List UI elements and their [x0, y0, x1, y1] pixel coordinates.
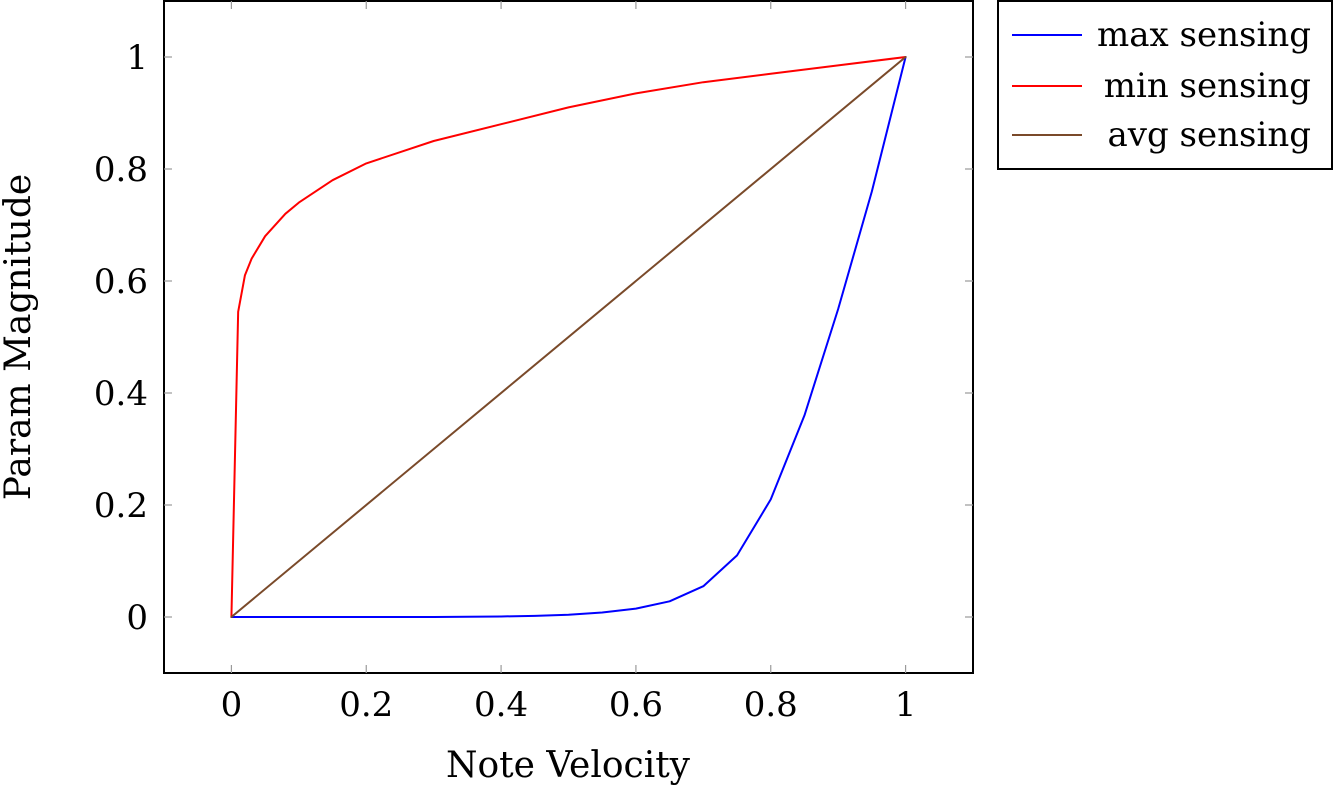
y-tick-label: 0.6	[94, 262, 148, 302]
series-line-max-sensing	[230, 56, 907, 618]
legend-label-max-sensing: max sensing	[1097, 15, 1311, 55]
series-line-min-sensing	[230, 56, 907, 618]
legend-label-avg-sensing: avg sensing	[1107, 115, 1311, 155]
x-tick-label: 0	[221, 685, 243, 725]
x-tick-label: 0.4	[474, 685, 528, 725]
x-tick-label: 0.8	[744, 685, 798, 725]
y-tick-label: 0.4	[94, 374, 148, 414]
legend-label-min-sensing: min sensing	[1104, 66, 1311, 106]
x-axis-title: Note Velocity	[446, 745, 691, 786]
series-lines	[230, 56, 907, 618]
y-tick-label: 1	[126, 38, 148, 78]
y-tick-label: 0.2	[94, 486, 148, 526]
plot-area	[163, 0, 974, 674]
y-tick-label: 0.8	[94, 150, 148, 190]
axis-ticks: 0 0.2 0.4 0.6 0.8 1 0 0.2 0.4 0.6 0.8 1	[94, 1, 973, 725]
legend: max sensing min sensing avg sensing	[997, 0, 1333, 170]
y-tick-label: 0	[126, 598, 148, 638]
x-tick-label: 1	[895, 685, 917, 725]
y-axis-title: Param Magnitude	[0, 174, 39, 500]
series-line-avg-sensing	[230, 56, 907, 618]
x-tick-label: 0.2	[339, 685, 393, 725]
x-tick-label: 0.6	[609, 685, 663, 725]
